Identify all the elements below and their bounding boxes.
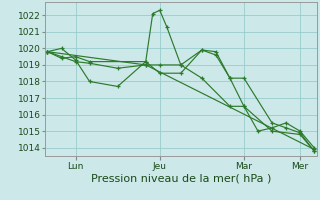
X-axis label: Pression niveau de la mer( hPa ): Pression niveau de la mer( hPa ): [91, 173, 271, 183]
